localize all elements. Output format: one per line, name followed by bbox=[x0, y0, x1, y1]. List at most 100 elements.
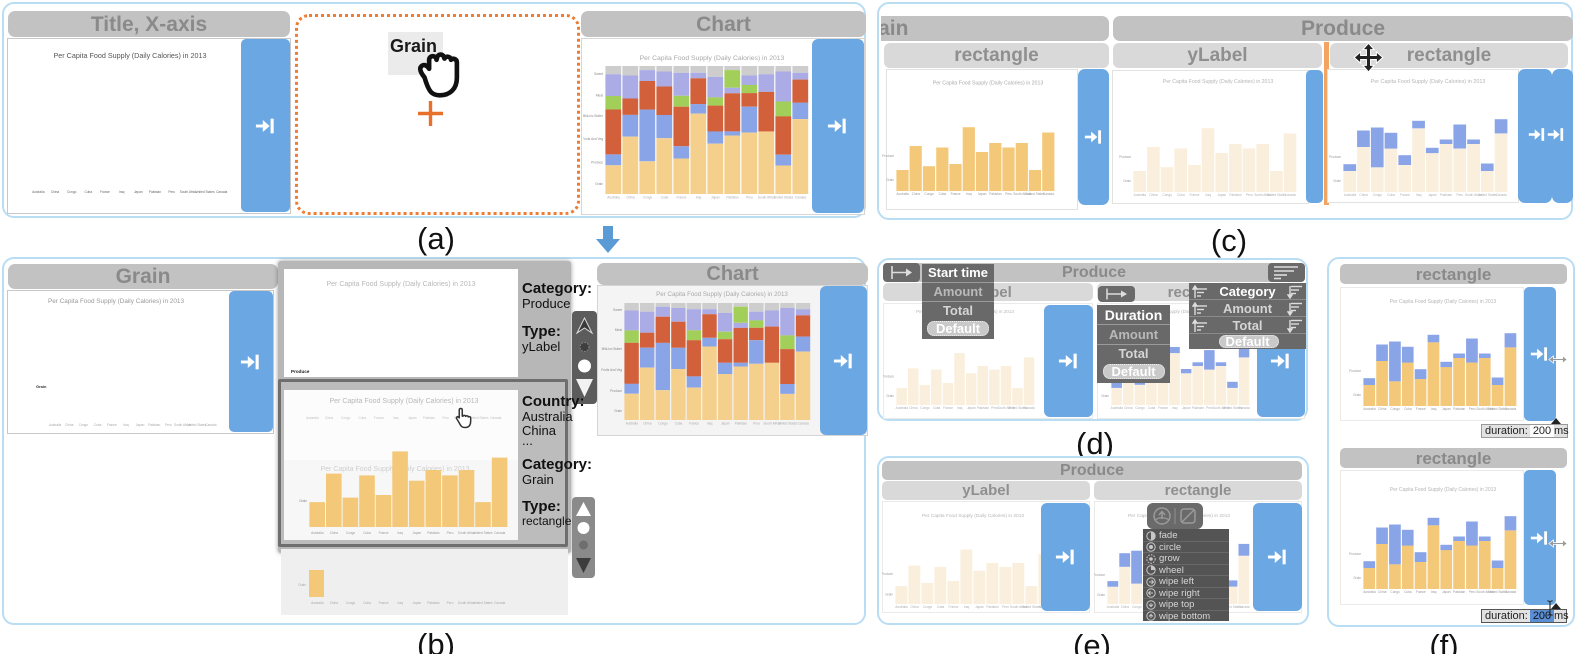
svg-text:United States: United States bbox=[1223, 406, 1243, 410]
svg-text:Iraq: Iraq bbox=[964, 605, 970, 609]
svg-text:United States: United States bbox=[1223, 605, 1243, 609]
svg-text:Canada: Canada bbox=[795, 196, 806, 200]
svg-text:Canada: Canada bbox=[490, 416, 501, 420]
svg-text:Congo: Congo bbox=[920, 406, 930, 410]
svg-text:United States: United States bbox=[469, 416, 489, 420]
svg-text:Cuba: Cuba bbox=[937, 605, 945, 609]
svg-text:Australia: Australia bbox=[895, 605, 908, 609]
svg-text:Peru: Peru bbox=[1002, 605, 1009, 609]
svg-text:Pakistan: Pakistan bbox=[1192, 406, 1204, 410]
svg-text:Australia: Australia bbox=[311, 531, 324, 535]
svg-text:China: China bbox=[65, 423, 74, 427]
svg-text:Cuba: Cuba bbox=[661, 196, 669, 200]
svg-text:United States: United States bbox=[774, 196, 794, 200]
svg-text:Pakistan: Pakistan bbox=[1440, 193, 1452, 197]
svg-text:China: China bbox=[325, 416, 334, 420]
svg-text:United States: United States bbox=[474, 601, 494, 605]
svg-text:Produce: Produce bbox=[1349, 552, 1361, 556]
svg-text:United States: United States bbox=[1022, 605, 1042, 609]
svg-text:Peru: Peru bbox=[753, 422, 760, 426]
svg-text:Cuba: Cuba bbox=[1404, 407, 1412, 411]
svg-text:Australia: Australia bbox=[1363, 590, 1376, 594]
svg-text:Meat: Meat bbox=[596, 94, 603, 98]
svg-text:South Africa: South Africa bbox=[763, 422, 780, 426]
svg-text:Grain: Grain bbox=[36, 384, 47, 389]
svg-text:Australia: Australia bbox=[626, 422, 639, 426]
svg-text:Grain: Grain bbox=[614, 409, 622, 413]
svg-text:Milk-Inc Butter: Milk-Inc Butter bbox=[583, 114, 604, 118]
svg-text:Per Capita Food Supply (Daily: Per Capita Food Supply (Daily Calories) … bbox=[329, 398, 478, 405]
svg-text:Cuba: Cuba bbox=[363, 531, 371, 535]
svg-text:Pakistan: Pakistan bbox=[149, 190, 161, 194]
svg-text:Congo: Congo bbox=[924, 192, 934, 196]
svg-text:Iraq: Iraq bbox=[119, 190, 125, 194]
svg-text:Iraq: Iraq bbox=[123, 423, 129, 427]
svg-text:United States: United States bbox=[1267, 193, 1287, 197]
svg-text:Japan: Japan bbox=[711, 196, 720, 200]
svg-text:Peru: Peru bbox=[991, 406, 998, 410]
svg-text:Peru: Peru bbox=[168, 190, 175, 194]
svg-text:Canada: Canada bbox=[216, 190, 227, 194]
svg-text:Iraq: Iraq bbox=[1416, 193, 1422, 197]
svg-text:Produce: Produce bbox=[882, 572, 893, 576]
svg-text:Congo: Congo bbox=[643, 196, 653, 200]
svg-text:Canada: Canada bbox=[1505, 407, 1516, 411]
svg-text:Iraq: Iraq bbox=[696, 196, 702, 200]
svg-text:Cuba: Cuba bbox=[1404, 590, 1412, 594]
svg-text:Produce: Produce bbox=[1094, 573, 1105, 577]
svg-text:South Africa: South Africa bbox=[1254, 193, 1271, 197]
svg-text:Pakistan: Pakistan bbox=[423, 416, 435, 420]
svg-text:Cuba: Cuba bbox=[358, 416, 366, 420]
svg-text:France: France bbox=[1190, 193, 1200, 197]
svg-text:Australia: Australia bbox=[1363, 407, 1376, 411]
svg-text:Iraq: Iraq bbox=[397, 531, 403, 535]
svg-text:China: China bbox=[910, 605, 919, 609]
svg-text:Congo: Congo bbox=[1390, 407, 1400, 411]
svg-text:Congo: Congo bbox=[1132, 605, 1142, 609]
svg-text:Peru: Peru bbox=[1469, 590, 1476, 594]
svg-text:Produce: Produce bbox=[882, 154, 894, 158]
svg-text:China: China bbox=[643, 422, 652, 426]
svg-text:South Africa: South Africa bbox=[1476, 590, 1493, 594]
svg-text:Congo: Congo bbox=[923, 605, 933, 609]
svg-text:Iraq: Iraq bbox=[707, 422, 713, 426]
svg-text:Peru: Peru bbox=[447, 531, 454, 535]
svg-text:South Africa: South Africa bbox=[758, 196, 775, 200]
svg-text:Japan: Japan bbox=[1217, 193, 1226, 197]
svg-text:Canada: Canada bbox=[1043, 192, 1054, 196]
svg-text:France: France bbox=[949, 605, 959, 609]
svg-text:Iraq: Iraq bbox=[966, 192, 972, 196]
svg-text:Japan: Japan bbox=[1442, 407, 1451, 411]
svg-text:Cuba: Cuba bbox=[94, 423, 102, 427]
svg-text:Fruits And Veg: Fruits And Veg bbox=[583, 137, 603, 141]
svg-text:United States: United States bbox=[187, 423, 207, 427]
svg-text:France: France bbox=[379, 531, 389, 535]
svg-text:Pakistan: Pakistan bbox=[735, 422, 747, 426]
svg-text:South Africa: South Africa bbox=[180, 190, 197, 194]
svg-text:Congo: Congo bbox=[346, 531, 356, 535]
svg-text:Peru: Peru bbox=[1457, 193, 1464, 197]
svg-text:Congo: Congo bbox=[1373, 193, 1383, 197]
svg-text:Per Capita Food Supply (Daily: Per Capita Food Supply (Daily Calories) … bbox=[656, 291, 788, 298]
svg-text:Australia: Australia bbox=[1107, 605, 1120, 609]
svg-text:Produce: Produce bbox=[591, 160, 603, 164]
svg-text:Japan: Japan bbox=[975, 605, 984, 609]
svg-text:Australia: Australia bbox=[311, 601, 324, 605]
svg-text:France: France bbox=[943, 406, 953, 410]
svg-text:China: China bbox=[909, 406, 918, 410]
svg-text:Canada: Canada bbox=[1024, 406, 1035, 410]
svg-text:Per Capita Food Supply (Daily: Per Capita Food Supply (Daily Calories) … bbox=[1390, 487, 1497, 493]
svg-text:China: China bbox=[1378, 407, 1387, 411]
svg-text:Australia: Australia bbox=[896, 192, 909, 196]
svg-text:Pakistan: Pakistan bbox=[1453, 590, 1465, 594]
svg-text:Iraq: Iraq bbox=[393, 416, 399, 420]
svg-text:Iraq: Iraq bbox=[1431, 407, 1437, 411]
svg-text:France: France bbox=[677, 196, 687, 200]
svg-text:Japan: Japan bbox=[978, 192, 987, 196]
svg-text:Cuba: Cuba bbox=[939, 192, 947, 196]
svg-text:Japan: Japan bbox=[134, 190, 143, 194]
svg-text:Grain: Grain bbox=[595, 182, 603, 186]
svg-text:Congo: Congo bbox=[67, 190, 77, 194]
svg-text:Grain: Grain bbox=[1123, 179, 1131, 183]
svg-text:Pakistan: Pakistan bbox=[726, 196, 738, 200]
